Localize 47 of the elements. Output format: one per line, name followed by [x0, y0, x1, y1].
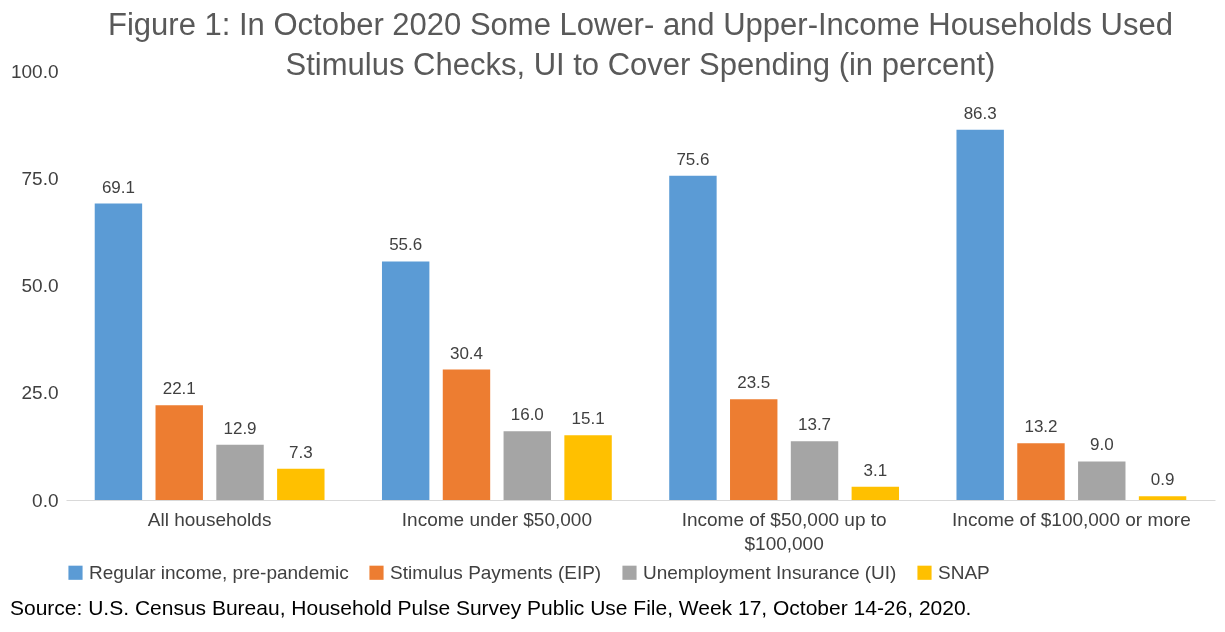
bar: [1138, 496, 1187, 500]
bar: [442, 369, 491, 500]
legend-label: Regular income, pre-pandemic: [89, 561, 349, 583]
bar: [94, 203, 143, 500]
bar: [1017, 443, 1065, 500]
data-label: 86.3: [963, 103, 997, 123]
source-note: Source: U.S. Census Bureau, Household Pulse Survey Public Use File, Week 17, October 14-26, 2020.: [10, 596, 972, 620]
bar: [790, 441, 839, 500]
data-label: 15.1: [571, 409, 605, 429]
data-label: 16.0: [510, 405, 544, 425]
data-label: 22.1: [162, 379, 196, 399]
data-label: 0.9: [1150, 470, 1175, 490]
data-label: 3.1: [863, 460, 888, 480]
bar: [381, 261, 430, 500]
legend-label: SNAP: [938, 561, 990, 583]
bar: [956, 129, 1004, 500]
data-label: 12.9: [223, 418, 257, 438]
bar: [503, 431, 551, 500]
y-tick-label: 100.0: [10, 60, 59, 82]
data-label: 13.2: [1024, 417, 1058, 437]
bar: [216, 444, 264, 500]
legend-label: Unemployment Insurance (UI): [643, 561, 897, 583]
legend-label: Stimulus Payments (EIP): [390, 561, 602, 583]
data-label: 7.3: [289, 442, 313, 462]
y-tick-label: 75.0: [21, 167, 59, 189]
x-tick-label: All households: [147, 508, 272, 530]
bar: [669, 175, 717, 500]
y-tick-label: 0.0: [32, 489, 59, 511]
data-label: 23.5: [737, 373, 771, 393]
data-label: 13.7: [797, 415, 832, 435]
bar: [730, 399, 778, 500]
bar: [1078, 461, 1126, 500]
data-label: 75.6: [676, 149, 710, 169]
bar: [564, 435, 612, 500]
y-tick-label: 50.0: [21, 275, 59, 296]
x-tick-label: Income of $50,000 up to $100,000: [681, 508, 887, 554]
bar: [155, 405, 203, 500]
data-label: 30.4: [449, 343, 484, 363]
bar: [277, 468, 325, 500]
bar: [851, 486, 900, 500]
data-label: 69.1: [101, 177, 135, 197]
x-tick-label: Income of $100,000 or more: [952, 508, 1191, 530]
data-label: 55.6: [389, 235, 423, 255]
x-tick-label: Income under $50,000: [401, 508, 592, 530]
chart-title: Figure 1: In October 2020 Some Lower- and Upper-Income Households Used Stimulus Checks, UI to Cover Spending (in percent): [108, 7, 1173, 82]
data-label: 9.0: [1089, 435, 1114, 455]
y-tick-label: 25.0: [21, 382, 59, 404]
